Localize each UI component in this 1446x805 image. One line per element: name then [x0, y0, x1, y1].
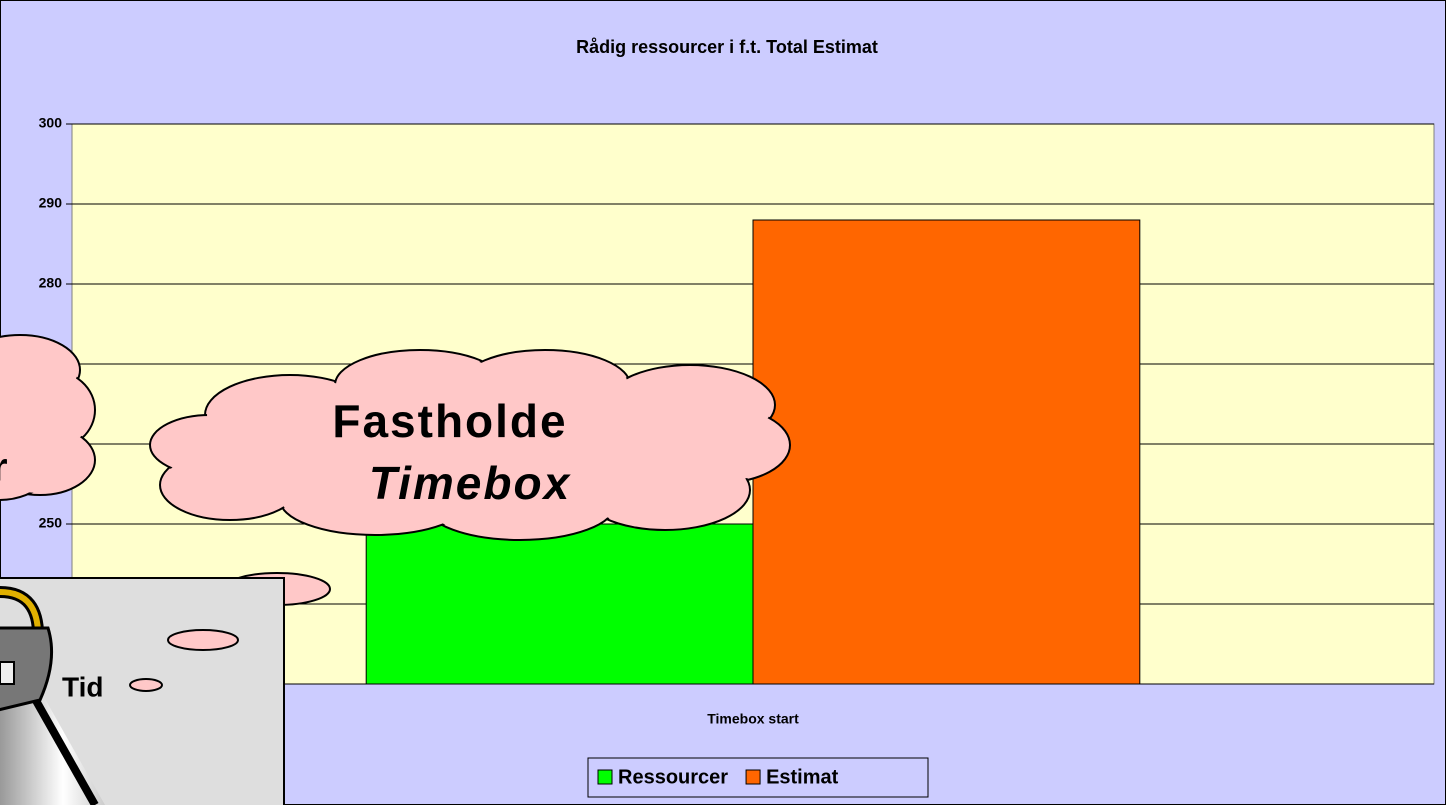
- lock-body: [0, 626, 54, 712]
- thought-bubble: [167, 629, 239, 651]
- thought-bubble: [129, 678, 163, 692]
- y-tick-label: 290: [39, 195, 63, 211]
- annotation: r: [0, 446, 8, 490]
- thought-cloud: [0, 334, 96, 501]
- chart-title: Rådig ressourcer i f.t. Total Estimat: [576, 37, 878, 57]
- cloud-puff: [222, 382, 738, 508]
- cloud-puff: [0, 362, 68, 498]
- y-tick-label: 280: [39, 275, 63, 291]
- legend-label: Ressourcer: [618, 766, 728, 788]
- bar: [365, 523, 754, 685]
- bar: [752, 219, 1141, 685]
- y-tick-label: 250: [39, 515, 63, 531]
- lock-keyhole: [0, 661, 15, 685]
- annotation: Fastholde: [332, 395, 567, 447]
- legend-swatch: [597, 769, 613, 785]
- annotation: Timebox: [369, 457, 572, 509]
- lock-beam-edge: [26, 688, 99, 805]
- x-tick-label: Timebox start: [707, 711, 799, 727]
- thought-cloud: [149, 349, 791, 541]
- y-tick-label: 300: [39, 115, 63, 131]
- legend-swatch: [745, 769, 761, 785]
- annotation: Tid: [62, 671, 103, 702]
- legend-label: Estimat: [766, 766, 839, 788]
